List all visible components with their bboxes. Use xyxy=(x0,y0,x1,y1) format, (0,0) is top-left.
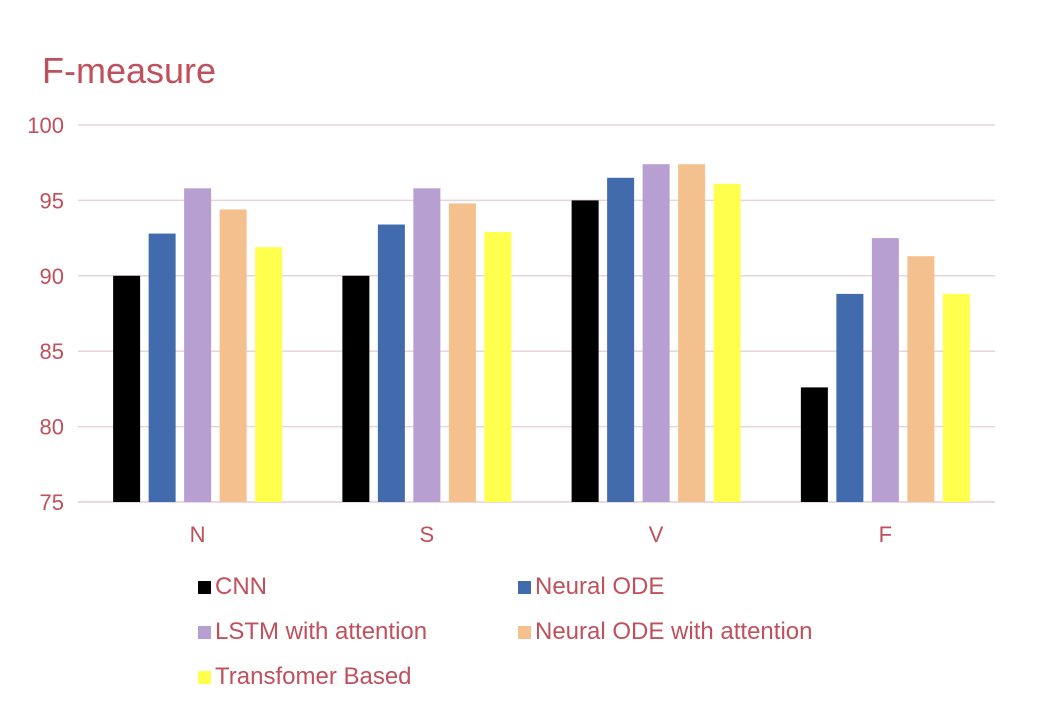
x-tick-label: F xyxy=(879,522,892,547)
y-axis-tick-labels: 75 80 85 90 95 100 xyxy=(27,113,64,515)
y-tick-label: 85 xyxy=(40,339,64,364)
bar-transfomer-based-n xyxy=(255,247,283,502)
bar-lstm-with-attention-s xyxy=(413,188,441,502)
bar-transfomer-based-f xyxy=(942,293,970,502)
bar-lstm-with-attention-n xyxy=(184,188,212,502)
y-tick-label: 100 xyxy=(27,113,64,138)
bar-neural-ode-with-attention-f xyxy=(907,256,935,502)
x-tick-label: N xyxy=(190,522,206,547)
x-tick-label: S xyxy=(420,522,435,547)
bar-transfomer-based-v xyxy=(713,183,741,502)
bar-cnn-n xyxy=(113,275,141,502)
bars xyxy=(113,164,970,503)
bar-lstm-with-attention-v xyxy=(642,164,670,502)
y-tick-label: 95 xyxy=(40,188,64,213)
x-tick-label: V xyxy=(649,522,664,547)
bar-neural-ode-s xyxy=(377,224,405,502)
chart-title: F-measure xyxy=(42,50,217,91)
bar-neural-ode-with-attention-s xyxy=(448,203,476,502)
bar-lstm-with-attention-f xyxy=(871,238,899,502)
bar-neural-ode-f xyxy=(836,293,864,502)
y-tick-label: 75 xyxy=(40,490,64,515)
bar-cnn-f xyxy=(800,387,828,502)
bar-neural-ode-with-attention-v xyxy=(678,164,706,502)
y-tick-label: 90 xyxy=(40,264,64,289)
bar-neural-ode-v xyxy=(607,177,635,502)
bar-cnn-s xyxy=(342,275,370,502)
bar-transfomer-based-s xyxy=(484,232,512,502)
bar-neural-ode-with-attention-n xyxy=(219,209,247,502)
y-tick-label: 80 xyxy=(40,415,64,440)
bar-cnn-v xyxy=(571,200,599,502)
bar-neural-ode-n xyxy=(148,233,176,503)
